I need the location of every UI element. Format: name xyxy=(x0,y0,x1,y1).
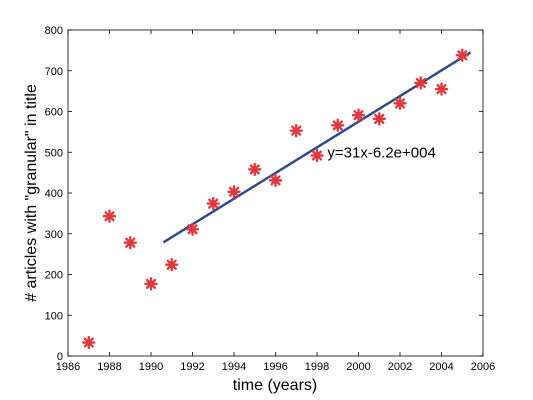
x-tick-label: 1994 xyxy=(222,361,246,373)
x-axis-title: time (years) xyxy=(233,377,317,394)
x-tick-label: 1996 xyxy=(263,361,287,373)
y-axis-ticks: 0 100 200 300 400 500 600 700 800 xyxy=(45,25,483,363)
y-tick-label: 100 xyxy=(45,310,63,322)
data-point xyxy=(289,123,303,138)
x-tick-label: 2004 xyxy=(429,361,453,373)
data-point xyxy=(165,258,179,272)
y-tick-label: 700 xyxy=(45,66,63,78)
x-tick-label: 1986 xyxy=(56,361,80,373)
data-point xyxy=(248,162,262,177)
data-point xyxy=(393,96,407,111)
data-points xyxy=(82,48,469,350)
data-point xyxy=(102,209,117,223)
y-tick-label: 400 xyxy=(45,188,63,200)
data-point xyxy=(123,236,137,250)
data-point xyxy=(455,48,469,62)
data-point xyxy=(227,185,241,199)
data-point xyxy=(185,222,200,236)
x-tick-label: 1990 xyxy=(139,361,163,373)
data-point xyxy=(331,118,345,133)
data-point xyxy=(82,335,96,350)
data-point xyxy=(206,196,220,211)
data-point xyxy=(310,148,324,163)
y-tick-label: 600 xyxy=(45,107,63,119)
x-tick-label: 1998 xyxy=(305,361,329,373)
y-tick-label: 0 xyxy=(57,351,63,363)
data-point xyxy=(268,173,283,188)
annotations: y=31x-6.2e+004 xyxy=(327,144,435,161)
data-point xyxy=(372,112,386,126)
data-point xyxy=(351,108,366,122)
y-tick-label: 800 xyxy=(45,25,63,37)
x-axis-ticks: 1986 1988 1990 1992 1994 1996 1998 2000 2002 2004… xyxy=(56,30,495,373)
x-tick-label: 1992 xyxy=(180,361,204,373)
x-tick-label: 2006 xyxy=(471,361,495,373)
x-tick-label: 1988 xyxy=(97,361,121,373)
y-tick-label: 200 xyxy=(45,270,63,282)
data-point xyxy=(414,76,428,90)
data-point xyxy=(144,277,158,291)
x-tick-label: 2002 xyxy=(388,361,412,373)
x-tick-label: 2000 xyxy=(346,361,370,373)
fit-equation-label: y=31x-6.2e+004 xyxy=(327,144,435,161)
y-tick-label: 500 xyxy=(45,147,63,159)
plot-area xyxy=(67,29,484,357)
y-axis-title: # articles with "granular" in title xyxy=(23,84,40,302)
y-tick-label: 300 xyxy=(45,229,63,241)
data-point xyxy=(434,82,449,96)
